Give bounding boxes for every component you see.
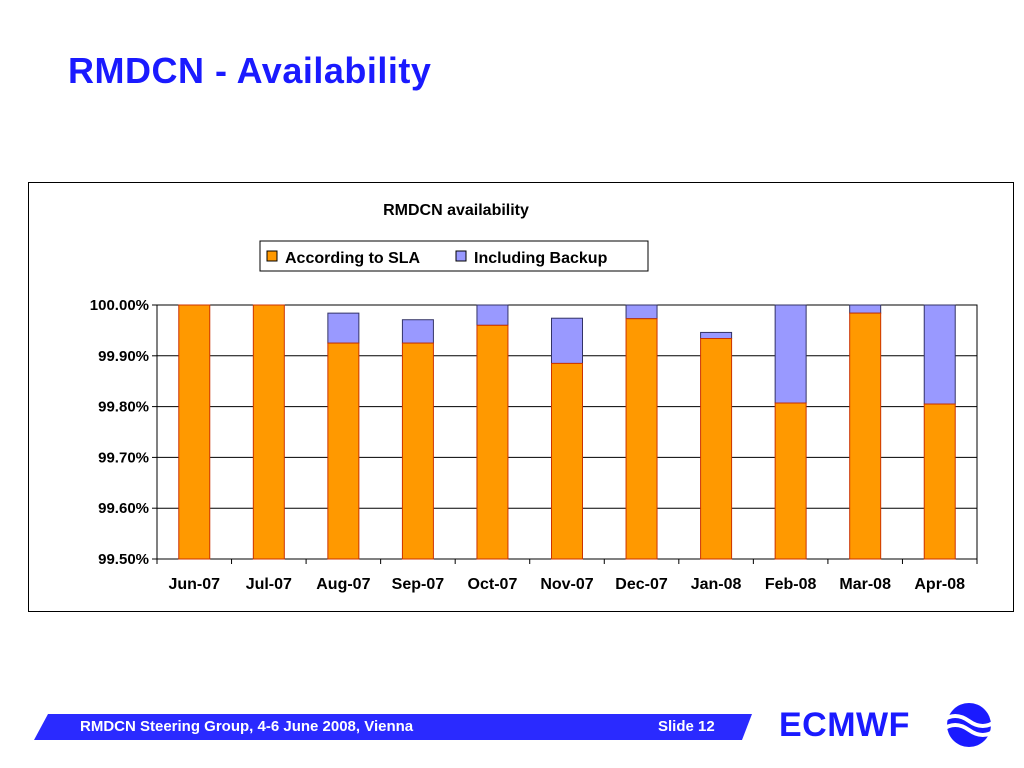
x-tick-label: Apr-08 xyxy=(914,576,965,593)
bar-according-to-sla xyxy=(476,324,509,560)
bar-according-to-sla xyxy=(401,342,434,560)
x-tick-label: Jul-07 xyxy=(246,576,292,593)
bar-according-to-sla xyxy=(551,362,583,560)
bar-according-to-sla xyxy=(327,342,360,560)
bar-according-to-sla xyxy=(774,402,807,560)
x-tick-label: Jun-07 xyxy=(168,576,220,593)
x-tick-label: Oct-07 xyxy=(468,576,518,593)
bar-according-to-sla xyxy=(923,403,956,560)
plot-area: 99.50% 99.60% 99.70% 99.80% 99.90% 100.00% Jun… xyxy=(90,297,978,593)
availability-chart: RMDCN availability According to SLA Incl… xyxy=(90,202,978,593)
y-tick-label: 99.50% xyxy=(98,551,149,568)
bar-according-to-sla xyxy=(700,338,733,560)
x-tick-label: Nov-07 xyxy=(540,576,593,593)
x-tick-label: Sep-07 xyxy=(392,576,445,593)
bar-including-backup xyxy=(774,304,807,404)
y-tick-label: 99.70% xyxy=(98,449,149,466)
legend-swatch-sla xyxy=(266,250,278,262)
bar-according-to-sla xyxy=(178,304,211,560)
footer-event-text: RMDCN Steering Group, 4-6 June 2008, Vie… xyxy=(80,718,414,735)
y-tick-label: 99.90% xyxy=(98,348,149,365)
bar-according-to-sla xyxy=(625,318,658,560)
x-tick-label: Aug-07 xyxy=(316,576,370,593)
slide-number: Slide 12 xyxy=(658,718,715,735)
y-tick-label: 99.60% xyxy=(98,500,149,517)
bar-including-backup xyxy=(923,304,956,405)
bar-according-to-sla xyxy=(849,312,882,560)
bar-according-to-sla xyxy=(252,304,285,560)
legend-swatch-backup xyxy=(455,250,467,262)
legend-label-sla: According to SLA xyxy=(285,250,421,267)
chart-title: RMDCN availability xyxy=(383,202,529,219)
ecmwf-wordmark: ECMWF xyxy=(779,706,910,744)
bar-including-backup xyxy=(551,317,583,364)
legend-label-backup: Including Backup xyxy=(474,250,608,267)
x-tick-label: Feb-08 xyxy=(765,576,817,593)
ecmwf-logo-icon xyxy=(940,703,998,747)
chart-legend: According to SLA Including Backup xyxy=(259,240,649,272)
slide-title: RMDCN - Availability xyxy=(68,50,432,91)
y-tick-label: 99.80% xyxy=(98,399,149,416)
x-tick-label: Mar-08 xyxy=(839,576,891,593)
x-tick-label: Jan-08 xyxy=(691,576,742,593)
x-tick-label: Dec-07 xyxy=(615,576,668,593)
bar-including-backup xyxy=(327,312,360,344)
chart-frame: RMDCN availability According to SLA Incl… xyxy=(28,182,1014,612)
y-tick-label: 100.00% xyxy=(90,297,149,314)
